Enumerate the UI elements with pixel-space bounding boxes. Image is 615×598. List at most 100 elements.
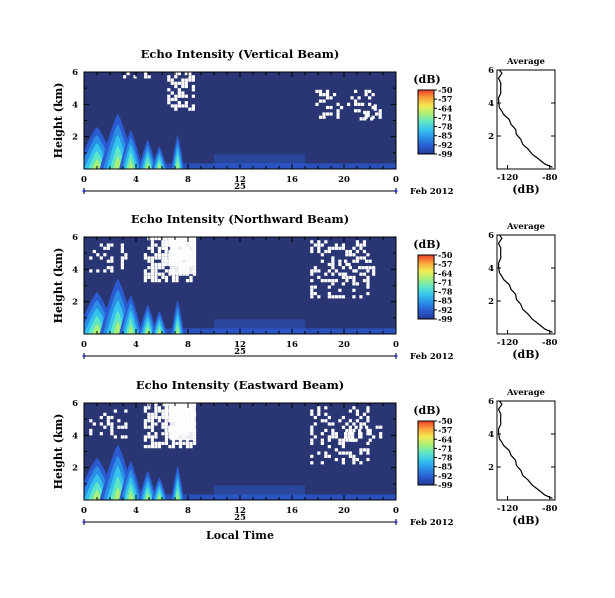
missing-data-cell (150, 246, 155, 250)
missing-data-cell (177, 101, 181, 105)
missing-data-cell (336, 109, 340, 113)
missing-data-cell (181, 78, 185, 82)
missing-data-cell (310, 240, 314, 244)
missing-data-cell (143, 445, 147, 449)
missing-data-cell (106, 422, 110, 426)
missing-data-cell (358, 428, 362, 433)
missing-data-cell (341, 415, 345, 420)
missing-data-cell (310, 291, 314, 296)
x-tick-label: 12 (234, 506, 246, 516)
heatmap (84, 237, 396, 334)
missing-data-cell (355, 243, 360, 247)
missing-data-cell (327, 269, 331, 273)
missing-data-cell (332, 93, 337, 97)
missing-data-cell (341, 275, 345, 279)
missing-data-cell (362, 243, 367, 247)
colorbar-tick-label: -92 (438, 140, 452, 150)
missing-data-cell (379, 435, 383, 439)
missing-data-cell (359, 422, 363, 426)
missing-data-cell (347, 262, 351, 267)
missing-data-cell (147, 435, 151, 439)
missing-data-cell (334, 448, 338, 452)
missing-data-cell (348, 249, 353, 254)
colorbar-tick-label: -71 (438, 112, 452, 122)
missing-data-cell (157, 406, 162, 410)
colorbar-tick-label: -64 (438, 103, 453, 113)
missing-data-cell (178, 441, 183, 445)
missing-data-cell (157, 409, 162, 413)
missing-data-cell (106, 243, 110, 247)
missing-data-cell (143, 438, 147, 442)
y-tick-label: 6 (72, 233, 78, 243)
missing-data-cell (371, 93, 375, 97)
missing-data-cell (375, 112, 379, 116)
missing-data-cell (366, 451, 370, 455)
missing-data-cell (351, 435, 355, 439)
missing-data-cell (185, 445, 190, 449)
missing-data-cell (357, 102, 361, 106)
missing-data-cell (181, 84, 185, 89)
missing-data-cell (320, 259, 324, 263)
missing-data-cell (192, 259, 196, 263)
missing-data-cell (192, 422, 196, 426)
y-axis-label: Height (km) (52, 83, 65, 159)
missing-data-cell (366, 428, 370, 433)
missing-data-cell (358, 435, 362, 439)
colorbar: (dB)-50-57-64-71-78-85-92-99 (413, 238, 453, 324)
missing-data-cell (192, 415, 196, 420)
missing-data-cell (192, 262, 196, 267)
missing-data-cell (147, 425, 151, 429)
missing-data-cell (161, 243, 165, 247)
missing-data-cell (181, 91, 185, 95)
colorbar-unit: (dB) (413, 73, 440, 86)
missing-data-cell (331, 428, 335, 433)
missing-data-cell (362, 279, 367, 283)
missing-data-cell (154, 275, 158, 279)
colorbar-tick-label: -57 (438, 259, 452, 269)
x-tick-label: 0 (393, 506, 399, 516)
y-axis-label: Height (km) (52, 414, 65, 490)
missing-data-cell (364, 93, 368, 97)
missing-data-cell (120, 246, 124, 250)
average-line (497, 234, 553, 333)
missing-data-cell (324, 249, 328, 254)
missing-data-cell (161, 425, 165, 429)
missing-data-cell (317, 240, 321, 244)
y-tick-label: 2 (72, 464, 78, 474)
average-y-tick-label: 2 (488, 132, 494, 142)
missing-data-cell (359, 243, 363, 247)
missing-data-cell (110, 266, 114, 270)
missing-data-cell (103, 412, 107, 416)
missing-data-cell (167, 88, 171, 92)
missing-data-cell (89, 428, 93, 433)
missing-data-cell (366, 114, 370, 118)
missing-data-cell (189, 445, 193, 449)
missing-data-cell (358, 266, 362, 270)
missing-data-cell (366, 409, 370, 413)
missing-data-cell (168, 256, 172, 260)
missing-data-cell (354, 438, 358, 442)
missing-data-cell (318, 93, 323, 97)
midday-echo-layer (214, 154, 305, 169)
missing-data-cell (327, 454, 331, 458)
missing-data-cell (178, 445, 183, 449)
x-tick-label: 4 (133, 175, 139, 185)
missing-data-cell (191, 104, 195, 108)
missing-data-cell (120, 249, 124, 254)
missing-data-cell (320, 432, 324, 436)
missing-data-cell (331, 432, 335, 436)
missing-data-cell (324, 454, 328, 458)
missing-data-cell (352, 282, 356, 286)
missing-data-cell (310, 454, 314, 458)
colorbar-unit: (dB) (413, 404, 440, 417)
missing-data-cell (117, 425, 121, 429)
missing-data-cell (341, 425, 345, 429)
missing-data-cell (161, 240, 165, 244)
average-x-tick-label: -120 (497, 504, 518, 514)
missing-data-cell (320, 441, 324, 445)
missing-data-cell (192, 412, 196, 416)
missing-data-cell (164, 403, 168, 407)
missing-data-cell (192, 249, 197, 254)
missing-data-cell (161, 409, 165, 413)
missing-data-cell (184, 78, 188, 82)
